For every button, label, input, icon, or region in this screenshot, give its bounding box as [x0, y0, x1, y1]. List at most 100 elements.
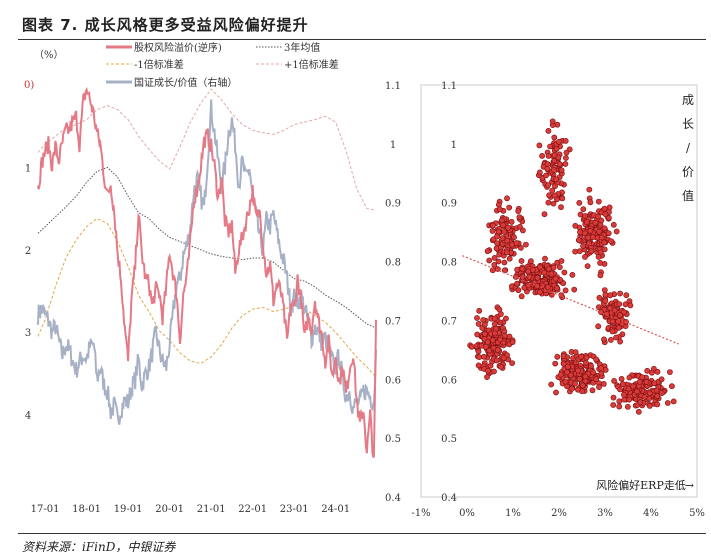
scatter-point: [545, 127, 552, 134]
scatter-point: [587, 227, 594, 234]
scatter-point: [611, 307, 618, 314]
scatter-point: [554, 353, 561, 360]
scatter-point: [601, 246, 608, 253]
scatter-point: [474, 315, 480, 321]
scatter-point: [509, 360, 515, 366]
scatter-point: [497, 363, 504, 370]
scatter-point: [584, 263, 591, 269]
scatter-point: [563, 155, 569, 161]
scatter-point: [581, 230, 588, 237]
scatter-x-axis-label: 风险偏好ERP走低: [596, 478, 686, 492]
scatter-point: [493, 357, 500, 364]
scatter-point: [649, 369, 655, 376]
right-y-tick-label: 0.4: [385, 493, 401, 504]
series-line: [37, 87, 377, 458]
scatter-point: [635, 408, 642, 415]
scatter-point: [667, 369, 673, 375]
scatter-point: [536, 142, 543, 149]
scatter-trendline: [462, 255, 679, 345]
scatter-point: [579, 382, 586, 389]
right-y-tick-label: 0.9: [385, 199, 401, 210]
scatter-point: [476, 307, 483, 314]
scatter-point: [558, 204, 564, 211]
left-axis-zero-label: 0): [24, 80, 34, 91]
scatter-point: [572, 349, 579, 356]
scatter-point: [611, 377, 617, 384]
scatter-point: [616, 398, 623, 405]
scatter-point: [528, 258, 534, 265]
scatter-point: [630, 383, 636, 390]
scatter-point: [536, 169, 543, 176]
scatter-point: [491, 321, 498, 327]
scatter-point: [654, 401, 661, 408]
scatter-point: [597, 259, 603, 266]
scatter-point: [654, 368, 661, 375]
scatter-point: [494, 233, 500, 240]
scatter-point: [480, 353, 487, 360]
scatter-point: [575, 367, 581, 374]
scatter-point: [543, 172, 549, 179]
scatter-point: [525, 268, 532, 275]
right-y-tick-label: 0.6: [385, 375, 401, 386]
scatter-point: [503, 315, 509, 322]
scatter-point: [588, 363, 594, 369]
scatter-point: [597, 249, 604, 256]
scatter-y-axis-label: 成长/价值: [682, 93, 694, 203]
scatter-point: [560, 353, 567, 359]
scatter-point: [636, 378, 643, 385]
scatter-point: [624, 403, 631, 410]
scatter-point: [548, 381, 555, 388]
scatter-point: [486, 257, 493, 264]
scatter-point: [606, 204, 613, 211]
scatter-point: [511, 234, 517, 241]
scatter-point: [616, 403, 623, 410]
scatter-point: [496, 206, 503, 213]
scatter-point: [580, 242, 586, 249]
scatter-point: [617, 386, 623, 393]
scatter-point: [572, 222, 579, 229]
left-x-tick-label: 19-01: [114, 504, 143, 515]
scatter-point: [583, 359, 589, 366]
scatter-point: [558, 258, 565, 264]
right-y-tick-labels: 0.4 0.5 0.6 0.7 0.8 0.9 1 1.1: [385, 81, 401, 504]
scatter-point: [601, 205, 608, 212]
scatter-point: [500, 222, 506, 229]
scatter-point: [489, 228, 496, 234]
scatter-point: [553, 389, 559, 396]
scatter-point: [621, 396, 628, 403]
scatter-point: [617, 338, 623, 345]
scatter-point: [560, 360, 567, 367]
scatter-point: [484, 374, 490, 380]
scatter-point: [551, 134, 558, 141]
left-y-tick-label: 1: [25, 163, 31, 174]
title-divider: [18, 39, 706, 40]
left-chart-lines: [37, 87, 377, 458]
scatter-point: [637, 399, 644, 406]
right-y-tick-label: 1.1: [385, 81, 401, 92]
scatter-y-tick-label: 0.9: [441, 199, 457, 210]
left-x-tick-label: 17-01: [31, 504, 60, 515]
scatter-point: [576, 376, 583, 382]
right-y-tick-label: 0.8: [385, 258, 401, 269]
scatter-point: [506, 204, 513, 211]
scatter-x-arrow-icon: →: [685, 479, 694, 492]
scatter-point: [572, 248, 578, 255]
scatter-point: [609, 318, 616, 325]
scatter-point: [562, 378, 569, 385]
scatter-point: [601, 336, 607, 343]
scatter-point: [564, 369, 571, 376]
scatter-point: [601, 225, 608, 232]
scatter-point: [596, 294, 603, 301]
scatter-point: [552, 275, 559, 282]
scatter-point: [589, 387, 596, 394]
scatter-point: [504, 237, 511, 244]
scatter-point: [519, 274, 526, 280]
scatter-point: [556, 138, 562, 145]
scatter-point: [556, 161, 563, 168]
scatter-point: [517, 223, 523, 230]
scatter-point: [610, 221, 617, 228]
scatter-point: [494, 347, 501, 353]
scatter-point: [518, 293, 525, 300]
scatter-point: [634, 388, 640, 395]
